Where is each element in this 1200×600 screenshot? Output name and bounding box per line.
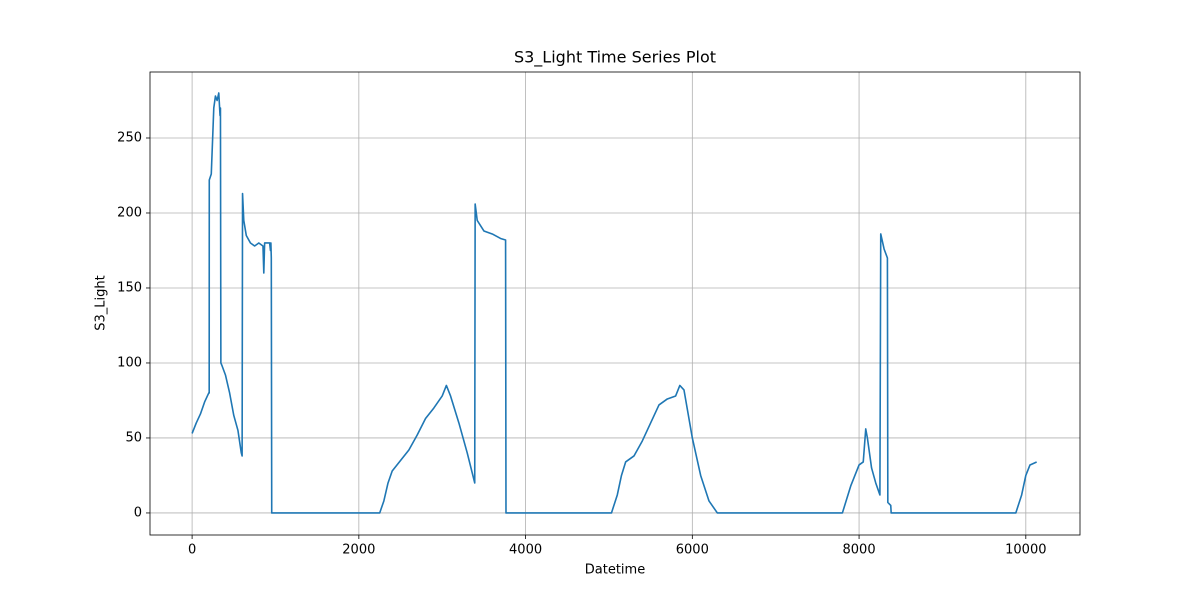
x-tick-label: 10000 bbox=[1005, 543, 1046, 558]
y-tick-label: 250 bbox=[117, 130, 142, 145]
y-tick-label: 0 bbox=[134, 505, 142, 520]
y-tick-label: 50 bbox=[125, 430, 142, 445]
x-axis-label: Datetime bbox=[585, 563, 645, 578]
y-tick-label: 150 bbox=[117, 280, 142, 295]
y-tick-label: 200 bbox=[117, 205, 142, 220]
x-tick-label: 4000 bbox=[509, 543, 542, 558]
chart-title: S3_Light Time Series Plot bbox=[514, 48, 716, 68]
x-tick-label: 0 bbox=[188, 543, 196, 558]
x-tick-label: 6000 bbox=[676, 543, 709, 558]
x-tick-label: 8000 bbox=[843, 543, 876, 558]
x-tick-label: 2000 bbox=[342, 543, 375, 558]
data-line bbox=[191, 92, 1037, 514]
y-axis-label: S3_Light bbox=[94, 275, 109, 330]
plot-frame bbox=[149, 71, 1081, 536]
y-tick-label: 100 bbox=[117, 355, 142, 370]
